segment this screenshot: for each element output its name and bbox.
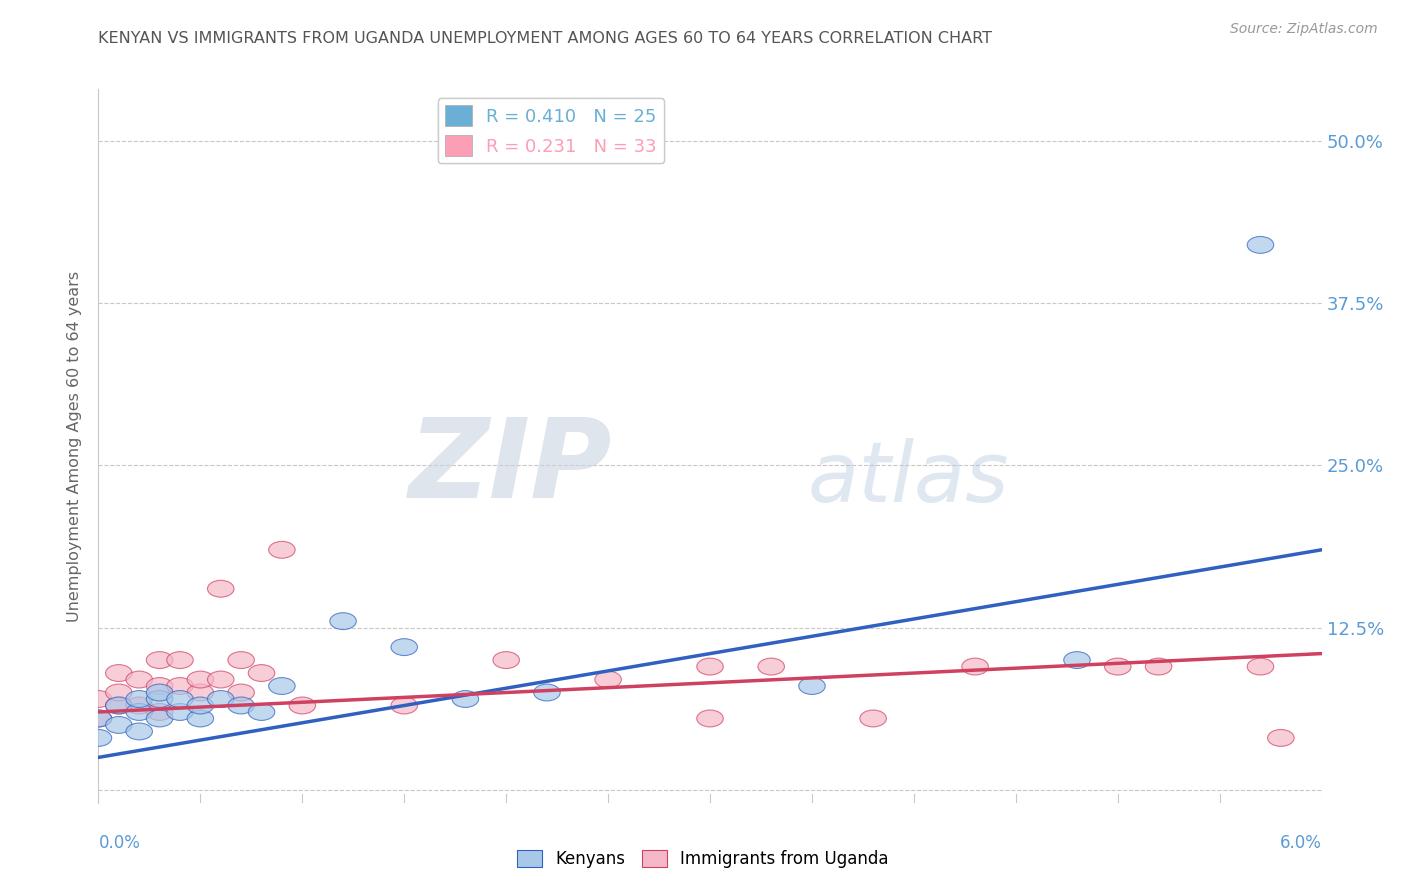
Ellipse shape — [1268, 730, 1294, 747]
Ellipse shape — [1146, 658, 1171, 675]
Ellipse shape — [86, 730, 111, 747]
Ellipse shape — [249, 704, 274, 721]
Text: 6.0%: 6.0% — [1279, 834, 1322, 852]
Ellipse shape — [228, 697, 254, 714]
Ellipse shape — [494, 652, 519, 668]
Ellipse shape — [249, 665, 274, 681]
Ellipse shape — [105, 697, 132, 714]
Ellipse shape — [697, 658, 723, 675]
Ellipse shape — [187, 671, 214, 688]
Ellipse shape — [208, 581, 233, 597]
Ellipse shape — [595, 671, 621, 688]
Ellipse shape — [167, 652, 193, 668]
Ellipse shape — [86, 710, 111, 727]
Text: ZIP: ZIP — [409, 414, 612, 521]
Ellipse shape — [534, 684, 560, 701]
Ellipse shape — [167, 678, 193, 695]
Ellipse shape — [167, 690, 193, 707]
Text: 0.0%: 0.0% — [98, 834, 141, 852]
Ellipse shape — [127, 723, 152, 739]
Ellipse shape — [167, 704, 193, 721]
Ellipse shape — [146, 710, 173, 727]
Ellipse shape — [105, 665, 132, 681]
Ellipse shape — [860, 710, 886, 727]
Text: atlas: atlas — [808, 438, 1010, 518]
Ellipse shape — [187, 684, 214, 701]
Ellipse shape — [269, 541, 295, 558]
Ellipse shape — [86, 710, 111, 727]
Ellipse shape — [105, 697, 132, 714]
Ellipse shape — [208, 671, 233, 688]
Ellipse shape — [758, 658, 785, 675]
Text: KENYAN VS IMMIGRANTS FROM UGANDA UNEMPLOYMENT AMONG AGES 60 TO 64 YEARS CORRELAT: KENYAN VS IMMIGRANTS FROM UGANDA UNEMPLO… — [98, 31, 993, 46]
Ellipse shape — [1105, 658, 1130, 675]
Ellipse shape — [127, 690, 152, 707]
Ellipse shape — [228, 684, 254, 701]
Text: Source: ZipAtlas.com: Source: ZipAtlas.com — [1230, 22, 1378, 37]
Ellipse shape — [187, 710, 214, 727]
Ellipse shape — [330, 613, 356, 630]
Legend: Kenyans, Immigrants from Uganda: Kenyans, Immigrants from Uganda — [510, 843, 896, 875]
Ellipse shape — [391, 697, 418, 714]
Ellipse shape — [1247, 658, 1274, 675]
Ellipse shape — [391, 639, 418, 656]
Ellipse shape — [1247, 236, 1274, 253]
Ellipse shape — [269, 678, 295, 695]
Ellipse shape — [105, 684, 132, 701]
Ellipse shape — [453, 690, 478, 707]
Ellipse shape — [290, 697, 315, 714]
Legend: R = 0.410   N = 25, R = 0.231   N = 33: R = 0.410 N = 25, R = 0.231 N = 33 — [437, 98, 664, 163]
Ellipse shape — [86, 690, 111, 707]
Ellipse shape — [127, 671, 152, 688]
Ellipse shape — [146, 704, 173, 721]
Ellipse shape — [105, 716, 132, 733]
Ellipse shape — [799, 678, 825, 695]
Ellipse shape — [127, 704, 152, 721]
Ellipse shape — [146, 652, 173, 668]
Ellipse shape — [146, 690, 173, 707]
Ellipse shape — [127, 697, 152, 714]
Ellipse shape — [1064, 652, 1090, 668]
Ellipse shape — [146, 678, 173, 695]
Ellipse shape — [228, 652, 254, 668]
Ellipse shape — [208, 690, 233, 707]
Ellipse shape — [187, 697, 214, 714]
Ellipse shape — [697, 710, 723, 727]
Ellipse shape — [146, 684, 173, 701]
Ellipse shape — [962, 658, 988, 675]
Y-axis label: Unemployment Among Ages 60 to 64 years: Unemployment Among Ages 60 to 64 years — [67, 270, 83, 622]
